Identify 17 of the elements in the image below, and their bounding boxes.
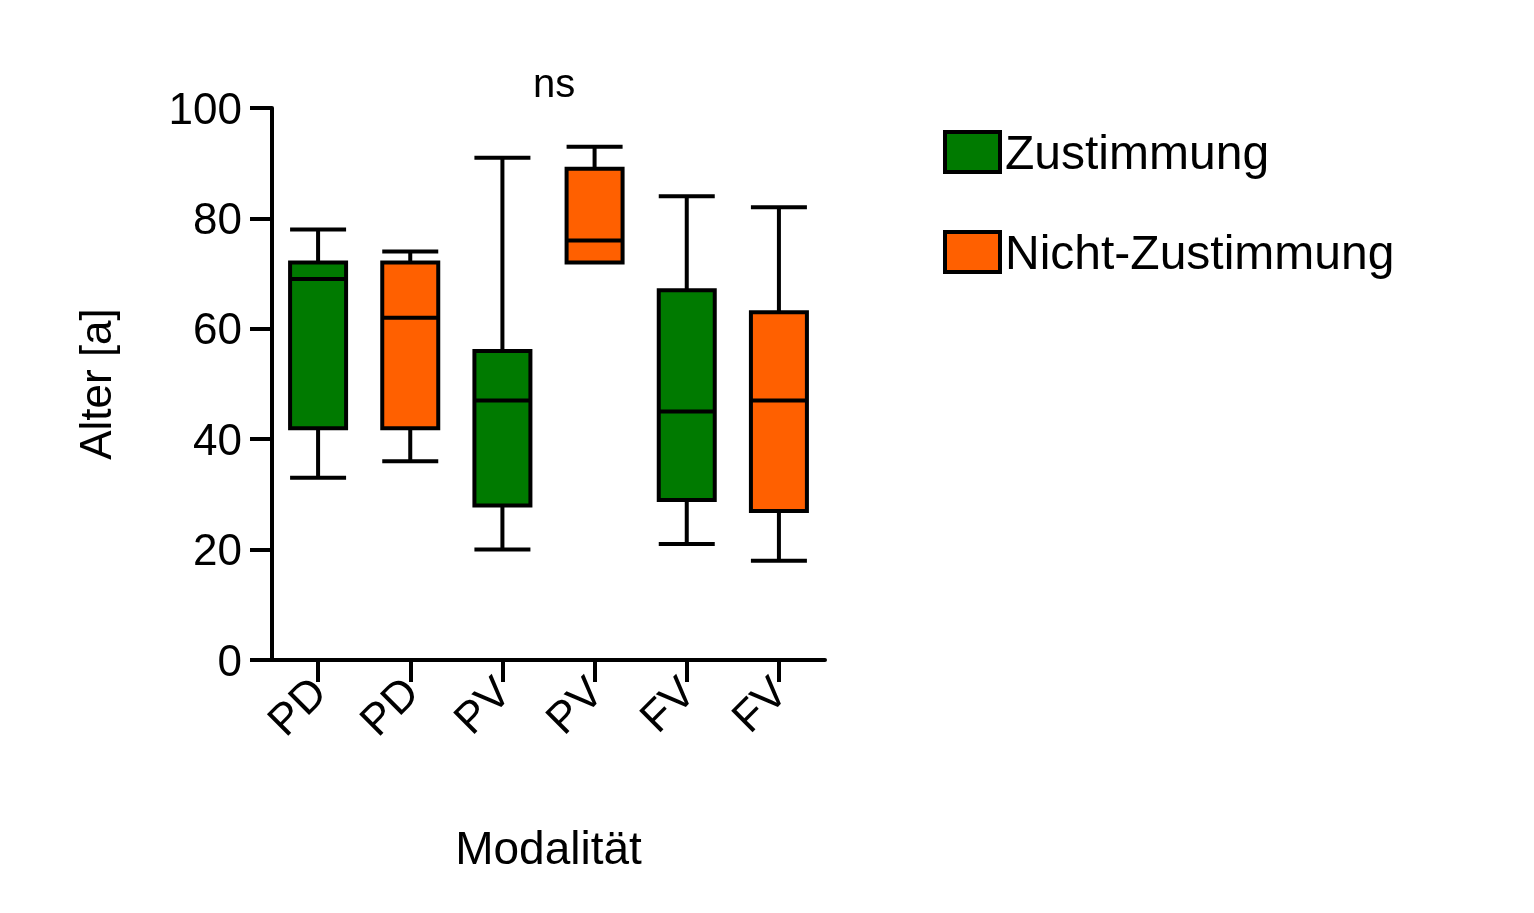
- y-axis-title: Alter [a]: [70, 308, 120, 460]
- y-tick-label: 60: [193, 304, 242, 354]
- y-tick-label: 20: [193, 525, 242, 575]
- text: ns: [533, 61, 576, 105]
- y-tick-label: 40: [193, 414, 242, 464]
- legend-label: Nicht-Zustimmung: [1005, 225, 1395, 279]
- x-tick-label: FV: [721, 666, 797, 742]
- x-tick-label: FV: [629, 666, 705, 742]
- x-tick-label: PD: [349, 666, 428, 745]
- y-tick-label: 0: [217, 635, 242, 685]
- x-tick-label: PD: [257, 666, 336, 745]
- x-tick-label: PV: [443, 666, 521, 743]
- legend-label: Zustimmung: [1005, 125, 1270, 179]
- x-tick-label: PV: [535, 666, 613, 743]
- y-tick-label: 100: [168, 83, 242, 133]
- y-tick-label: 80: [193, 193, 242, 243]
- x-axis-title: Modalität: [455, 822, 643, 874]
